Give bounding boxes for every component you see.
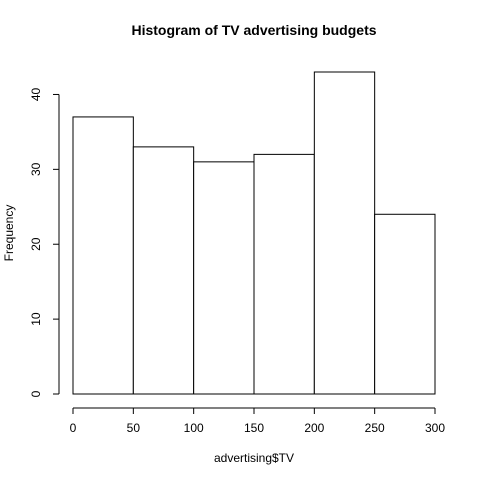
y-tick-label-1: 10 <box>29 312 43 326</box>
x-axis: 0 50 100 150 200 250 300 <box>70 407 445 435</box>
histogram-bar-2 <box>193 161 255 395</box>
y-tick-label-0: 0 <box>29 390 43 397</box>
x-tick-label-6: 300 <box>425 421 445 435</box>
bars-group <box>72 71 436 395</box>
y-axis: 0 10 20 30 40 <box>29 87 60 397</box>
y-tick-label-4: 40 <box>29 87 43 101</box>
y-tick-label-3: 30 <box>29 162 43 176</box>
x-axis-label: advertising$TV <box>214 451 294 465</box>
x-tick-label-3: 150 <box>244 421 264 435</box>
histogram-bar-0 <box>72 116 134 395</box>
x-tick-label-0: 0 <box>70 421 77 435</box>
y-tick-label-2: 20 <box>29 237 43 251</box>
x-tick-label-5: 250 <box>365 421 385 435</box>
chart-title: Histogram of TV advertising budgets <box>131 22 376 38</box>
x-tick-label-2: 100 <box>184 421 204 435</box>
histogram-bar-5 <box>374 213 436 395</box>
x-tick-label-1: 50 <box>127 421 141 435</box>
histogram-bar-1 <box>132 146 195 395</box>
x-tick-label-4: 200 <box>304 421 324 435</box>
histogram-bar-4 <box>313 71 376 395</box>
y-axis-label: Frequency <box>2 205 16 262</box>
histogram-bar-3 <box>253 153 315 395</box>
